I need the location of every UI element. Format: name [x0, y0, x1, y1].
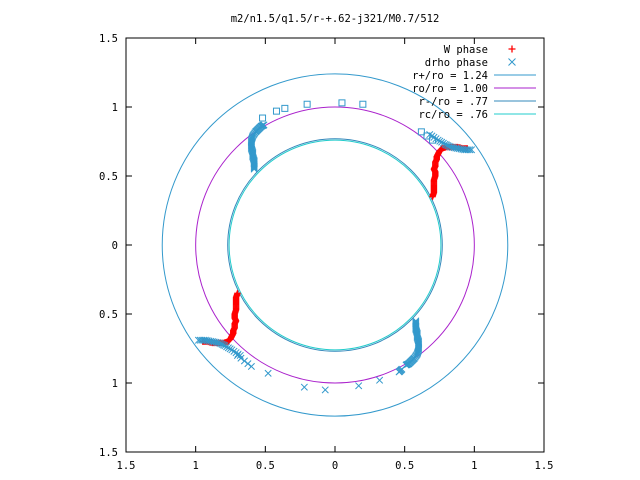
drho-phase-square-point: [303, 100, 311, 108]
legend-label: r+/ro = 1.24: [412, 70, 488, 82]
legend-label: r-/ro = .77: [418, 96, 488, 108]
drho-phase-point: [194, 336, 203, 344]
reference-circle: [195, 106, 475, 384]
x-tick-label: 1: [471, 460, 477, 472]
drho-phase-square-point: [423, 132, 431, 140]
drho-phase-square-point: [338, 99, 346, 107]
y-tick-label: 0.5: [99, 171, 118, 183]
drho-phase-square-point: [281, 104, 289, 112]
chart-title: m2/n1.5/q1.5/r-+.62-j321/M0.7/512: [231, 13, 440, 25]
drho-phase-point: [300, 383, 308, 391]
y-tick-label: 1: [112, 378, 118, 390]
drho-phase-point: [237, 354, 245, 362]
drho-phase-point: [247, 362, 255, 370]
drho-phase-point: [240, 357, 248, 365]
x-tick-label: 0: [332, 460, 338, 472]
legend-plus-marker: [508, 45, 516, 53]
reference-circle: [227, 138, 443, 352]
reference-circle: [161, 73, 509, 417]
reference-circles: [161, 73, 509, 417]
drho-phase-point: [196, 336, 204, 344]
legend-x-marker: [508, 58, 516, 66]
y-tick-label: 1.5: [99, 33, 118, 45]
drho-phase-point: [201, 336, 209, 344]
drho-phase-square-point: [359, 100, 367, 108]
drho-phase-point: [264, 369, 272, 377]
drho-phase-point: [200, 336, 208, 344]
axis-ticks: 1.5 1 0.5 0 0.5 1 1.51.510.500.511.5: [99, 33, 553, 472]
drho-phase-point: [244, 360, 252, 368]
drho-phase-point: [376, 376, 384, 384]
drho-phase-point: [260, 121, 268, 129]
drho-phase-square-point: [272, 107, 280, 115]
drho-phase-point: [355, 382, 363, 390]
drho-phase-square-point: [417, 128, 425, 136]
y-tick-label: 0: [112, 240, 118, 252]
drho-phase-point: [398, 365, 406, 373]
legend-label: W phase: [444, 44, 488, 56]
data-points: [194, 99, 476, 394]
drho-phase-square-point: [429, 136, 437, 144]
drho-phase-point: [462, 146, 470, 154]
x-tick-label: 1.5: [117, 460, 136, 472]
drho-phase-point: [467, 146, 476, 154]
drho-phase-point: [198, 336, 206, 344]
drho-phase-point: [236, 351, 244, 359]
y-tick-label: 0.5: [99, 309, 118, 321]
legend-label: ro/ro = 1.00: [412, 83, 488, 95]
x-tick-label: 1.5: [535, 460, 554, 472]
drho-phase-point: [321, 386, 329, 394]
x-tick-label: 1: [193, 460, 199, 472]
x-tick-label: 0.5: [256, 460, 275, 472]
reference-circle: [228, 139, 442, 351]
legend-label: rc/ro = .76: [418, 109, 488, 121]
drho-phase-square-point: [259, 114, 267, 122]
legend-label: drho phase: [425, 57, 488, 69]
drho-phase-point: [233, 351, 242, 359]
drho-phase-point: [464, 146, 472, 154]
y-tick-label: 1.5: [99, 447, 118, 459]
x-tick-label: 0.5: [395, 460, 414, 472]
drho-phase-point: [466, 146, 474, 154]
drho-phase-point: [461, 146, 469, 154]
y-tick-label: 1: [112, 102, 118, 114]
